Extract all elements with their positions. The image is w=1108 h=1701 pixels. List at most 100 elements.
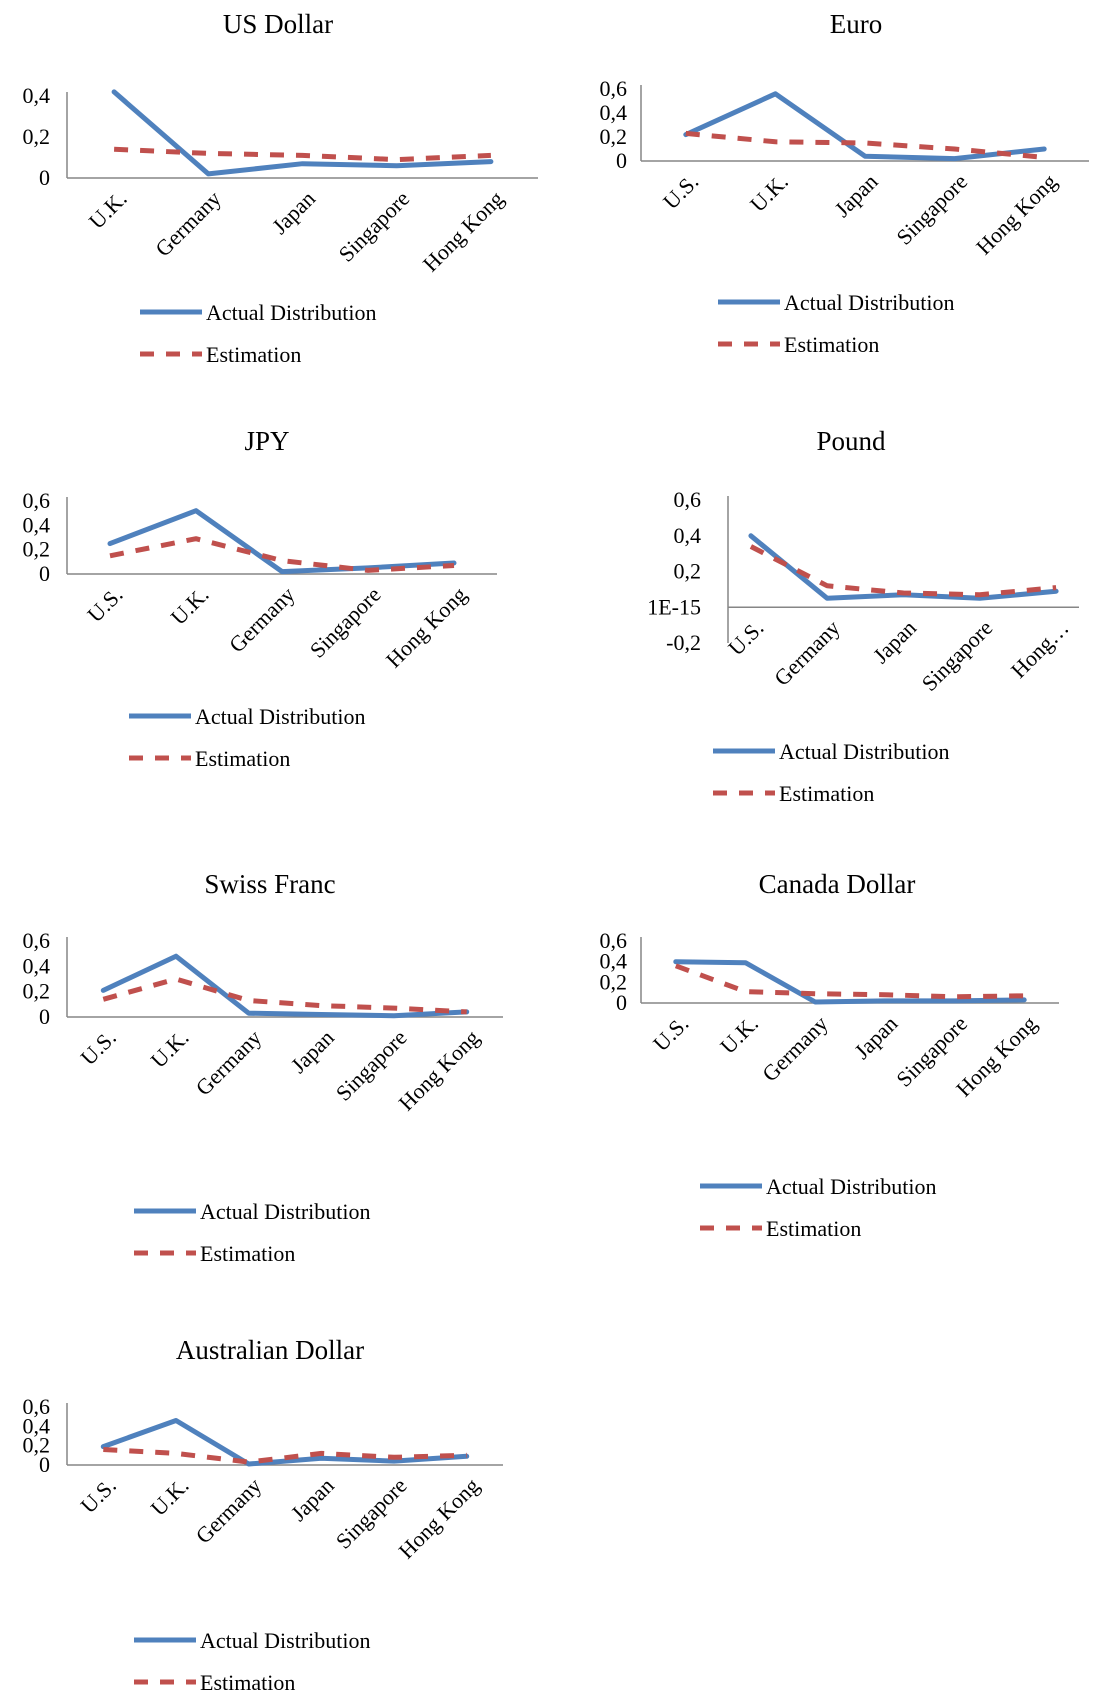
- actual-series-line: [100, 953, 470, 1019]
- y-tick-label: 0: [616, 990, 627, 1015]
- x-tick-label: U.K.: [146, 1025, 194, 1073]
- x-tick-label: U.K.: [715, 1011, 763, 1059]
- x-tick-label: Germany: [150, 186, 226, 262]
- y-tick-label: 0,6: [23, 928, 51, 953]
- y-tick-label: 0: [616, 148, 627, 173]
- legend-label: Actual Distribution: [784, 290, 954, 315]
- chart-title: Pound: [816, 426, 886, 456]
- legend-label: Actual Distribution: [779, 739, 949, 764]
- actual-series-line: [673, 959, 1027, 1005]
- x-tick-label: U.S.: [658, 169, 703, 214]
- actual-series-line: [683, 91, 1047, 162]
- x-tick-label: Japan: [829, 169, 882, 222]
- legend-label: Estimation: [200, 1241, 295, 1266]
- chart-title: JPY: [244, 426, 289, 456]
- legend: Actual Distribution Estimation: [700, 1174, 936, 1241]
- x-tick-label: U.K.: [745, 169, 793, 217]
- x-tick-label: Singapore: [891, 169, 972, 250]
- actual-series-line: [111, 89, 494, 177]
- y-tick-label: 0,6: [23, 1394, 51, 1419]
- legend-label: Actual Distribution: [206, 300, 376, 325]
- actual-series-line: [107, 508, 457, 575]
- actual-series-line: [748, 533, 1059, 601]
- chart-4: Pound 0,6 0,4 0,2 1E-15 -0,2 U.S. Germany JapanS…: [647, 426, 1079, 806]
- x-tick-label: Germany: [191, 1473, 267, 1549]
- estimation-series-line: [749, 544, 1057, 598]
- legend: Actual Distribution Estimation: [129, 704, 365, 771]
- legend: Actual Distribution Estimation: [718, 290, 954, 357]
- x-tick-label: Singapore: [333, 186, 414, 267]
- y-tick-label: 0,4: [23, 953, 51, 978]
- chart-title: Australian Dollar: [176, 1335, 364, 1365]
- y-tick-label: 0,6: [600, 928, 628, 953]
- legend: Actual Distribution Estimation: [134, 1199, 370, 1266]
- y-tick-label: 0,2: [600, 969, 628, 994]
- y-tick-label: -0,2: [666, 630, 701, 655]
- estimation-series-line: [109, 536, 455, 573]
- estimation-series-line: [102, 976, 467, 1015]
- y-tick-label: 0: [39, 165, 50, 190]
- chart-title: Euro: [830, 9, 882, 39]
- y-tick-label: 0,6: [674, 487, 702, 512]
- legend-label: Actual Distribution: [766, 1174, 936, 1199]
- legend: Actual Distribution Estimation: [713, 739, 949, 806]
- y-tick-label: 0: [39, 561, 50, 586]
- chart-7: Australian Dollar 0,60,40,20 U.S. U.K.Germa…: [23, 1335, 503, 1695]
- legend-label: Estimation: [766, 1216, 861, 1241]
- x-tick-label: Germany: [191, 1025, 267, 1101]
- x-tick-label: U.S.: [723, 615, 768, 660]
- chart-1: US Dollar 0,4 0,2 0 U.K. Germany Japan Singapor…: [23, 9, 538, 367]
- legend: Actual Distribution Estimation: [140, 300, 376, 367]
- x-tick-label: Germany: [224, 582, 300, 658]
- y-tick-label: 0,6: [23, 488, 51, 513]
- legend-label: Actual Distribution: [200, 1199, 370, 1224]
- y-tick-label: 0,4: [23, 83, 51, 108]
- chart-title: Swiss Franc: [204, 869, 335, 899]
- y-tick-label: 0: [39, 1452, 50, 1477]
- legend-label: Estimation: [779, 781, 874, 806]
- y-tick-label: 1E-15: [647, 594, 701, 619]
- x-tick-label: U.S.: [76, 1473, 121, 1518]
- x-tick-label: U.K.: [84, 186, 132, 234]
- x-tick-label: U.S.: [648, 1011, 693, 1056]
- y-tick-label: 0,2: [674, 559, 702, 584]
- chart-3: JPY 0,60,40,20 U.S. U.K. Germany SingaporeHon…: [23, 426, 497, 771]
- legend-label: Estimation: [206, 342, 301, 367]
- legend-label: Estimation: [784, 332, 879, 357]
- chart-6: Canada Dollar 0,60,40,20 U.S. U.K.Germany Ja…: [600, 869, 1059, 1241]
- estimation-series-line: [113, 146, 492, 163]
- y-tick-label: 0,4: [600, 100, 628, 125]
- x-tick-label: U.S.: [82, 582, 127, 627]
- x-tick-label: Japan: [286, 1473, 339, 1526]
- x-tick-label: U.K.: [166, 582, 214, 630]
- x-tick-label: U.K.: [146, 1473, 194, 1521]
- y-tick-label: 0,2: [600, 124, 628, 149]
- x-tick-label: U.S.: [76, 1025, 121, 1070]
- x-tick-label: Hong Kong: [418, 186, 509, 277]
- chart-title: US Dollar: [223, 9, 333, 39]
- x-tick-label: Japan: [267, 186, 320, 239]
- x-tick-label: Singapore: [305, 582, 386, 663]
- y-tick-label: 0,4: [674, 523, 702, 548]
- estimation-series-line: [674, 963, 1025, 1000]
- y-tick-label: 0,4: [23, 1413, 51, 1438]
- x-tick-label: Germany: [769, 615, 845, 691]
- legend-label: Actual Distribution: [200, 1628, 370, 1653]
- chart-2: Euro 0,60,40,20 U.S. U.K. Japan SingaporeHong…: [600, 9, 1089, 357]
- chart-title: Canada Dollar: [759, 869, 916, 899]
- x-tick-label: Germany: [757, 1011, 833, 1087]
- legend-label: Actual Distribution: [195, 704, 365, 729]
- x-tick-label: Japan: [868, 615, 921, 668]
- y-tick-label: 0,2: [23, 979, 51, 1004]
- y-tick-label: 0,2: [23, 537, 51, 562]
- y-tick-label: 0,4: [600, 949, 628, 974]
- estimation-series-line: [685, 130, 1045, 160]
- actual-series-line: [100, 1418, 470, 1467]
- x-tick-label: Hong Kong: [971, 169, 1062, 260]
- x-tick-label: Japan: [286, 1025, 339, 1078]
- estimation-series-line: [103, 1447, 467, 1465]
- x-tick-label: Japan: [849, 1011, 902, 1064]
- x-tick-label: Singapore: [917, 615, 998, 696]
- y-tick-label: 0,2: [23, 1433, 51, 1458]
